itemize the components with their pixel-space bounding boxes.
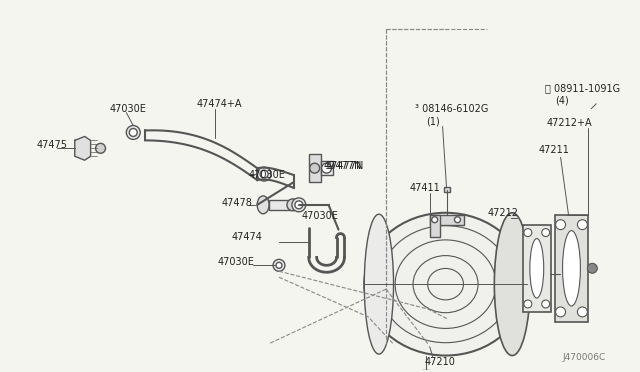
Ellipse shape	[494, 213, 530, 356]
Text: J470006C: J470006C	[563, 353, 606, 362]
Text: 47474: 47474	[232, 231, 262, 241]
Circle shape	[454, 217, 460, 223]
Bar	[444, 187, 449, 192]
Text: 47477N: 47477N	[326, 161, 364, 171]
Ellipse shape	[563, 231, 580, 306]
Circle shape	[577, 307, 588, 317]
Circle shape	[95, 143, 106, 153]
Bar	[429, 215, 465, 225]
Circle shape	[287, 199, 299, 211]
Circle shape	[292, 198, 306, 212]
Bar	[523, 225, 550, 312]
Circle shape	[556, 220, 566, 230]
Bar	[555, 215, 588, 322]
Text: 47475: 47475	[36, 140, 67, 150]
Text: 47030E: 47030E	[302, 211, 339, 221]
Circle shape	[276, 262, 282, 268]
Circle shape	[126, 125, 140, 140]
Bar	[321, 161, 333, 175]
Circle shape	[257, 167, 271, 181]
Text: 47030E: 47030E	[218, 257, 255, 267]
Bar	[532, 266, 550, 282]
Text: 47474+A: 47474+A	[196, 99, 242, 109]
Circle shape	[260, 170, 268, 178]
Text: 47411: 47411	[410, 183, 440, 193]
Text: ³ 08146-6102G: ³ 08146-6102G	[415, 104, 488, 114]
Text: 47211: 47211	[539, 145, 570, 155]
Bar	[308, 154, 321, 182]
Circle shape	[129, 128, 137, 137]
Circle shape	[541, 229, 550, 237]
Text: Ⓝ 08911-1091G: Ⓝ 08911-1091G	[545, 83, 620, 93]
Bar	[422, 371, 429, 372]
Text: 47212: 47212	[487, 208, 518, 218]
Text: 47210: 47210	[425, 356, 456, 366]
Circle shape	[432, 217, 438, 223]
Bar	[429, 215, 440, 237]
Circle shape	[577, 220, 588, 230]
Ellipse shape	[530, 238, 544, 298]
Circle shape	[322, 163, 332, 173]
Circle shape	[524, 229, 532, 237]
Ellipse shape	[364, 214, 394, 354]
Circle shape	[310, 163, 319, 173]
Circle shape	[588, 263, 597, 273]
Ellipse shape	[364, 213, 527, 356]
Text: (1): (1)	[426, 116, 440, 126]
Circle shape	[524, 300, 532, 308]
Text: 47212+A: 47212+A	[547, 118, 592, 128]
Circle shape	[295, 201, 303, 209]
Ellipse shape	[257, 196, 269, 214]
Circle shape	[556, 307, 566, 317]
Circle shape	[273, 259, 285, 271]
Text: 47030E: 47030E	[248, 170, 285, 180]
Circle shape	[541, 300, 550, 308]
Text: 47478: 47478	[221, 198, 252, 208]
Text: (4): (4)	[555, 96, 568, 106]
Polygon shape	[75, 137, 91, 160]
Text: 47030E: 47030E	[109, 104, 147, 114]
Text: 47477N: 47477N	[324, 161, 362, 171]
Bar	[269, 200, 291, 210]
